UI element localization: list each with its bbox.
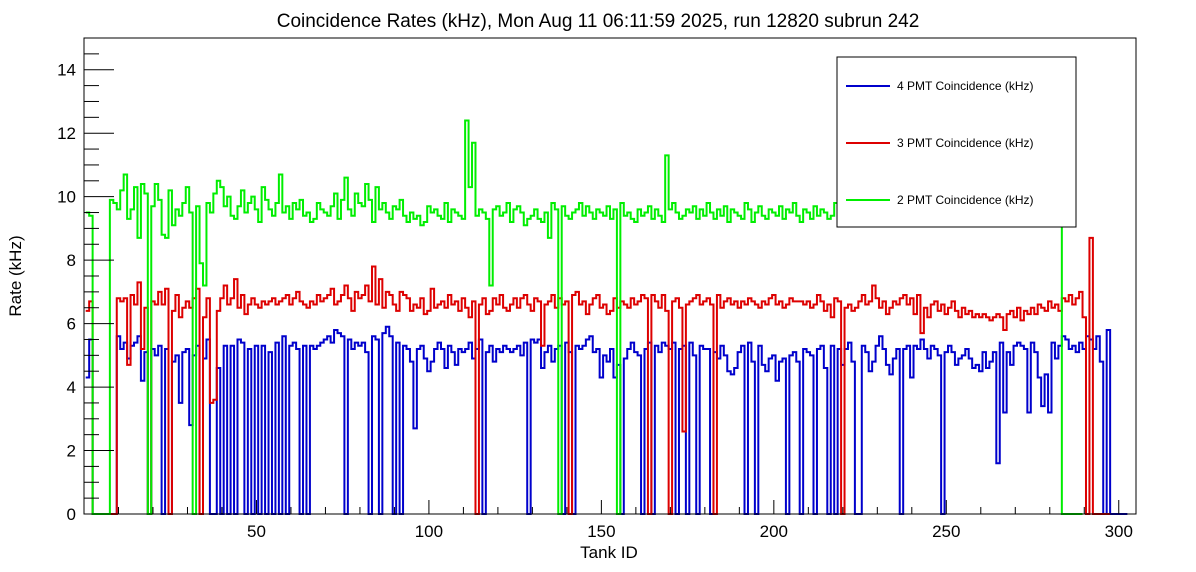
x-tick-label: 50 [247,522,266,541]
x-tick-label: 150 [587,522,615,541]
y-tick-label: 12 [57,124,76,143]
series-line-2 [85,236,1111,515]
legend: 4 PMT Coincidence (kHz) 3 PMT Coincidence… [836,56,1077,228]
y-tick-label: 0 [67,505,76,524]
x-tick-label: 100 [415,522,443,541]
y-tick-label: 14 [57,61,76,80]
y-axis-label: Rate (kHz) [6,235,25,316]
chart-title: Coincidence Rates (kHz), Mon Aug 11 06:1… [277,11,920,32]
y-tick-label: 6 [67,315,76,334]
x-tick-label: 300 [1105,522,1133,541]
x-axis-label: Tank ID [580,543,638,562]
series-line-1 [85,325,1128,515]
y-tick-label: 4 [67,378,76,397]
x-tick-label: 200 [760,522,788,541]
legend-label: 2 PMT Coincidence (kHz) [897,193,1034,207]
y-axis: 0 2 4 6 8 10 12 14 [57,37,114,524]
y-tick-label: 10 [57,188,76,207]
y-tick-label: 8 [67,251,76,270]
x-tick-label: 250 [932,522,960,541]
x-axis: 50 100 150 200 250 300 [117,500,1133,541]
y-tick-label: 2 [67,442,76,461]
legend-label: 4 PMT Coincidence (kHz) [897,79,1034,93]
legend-items: 4 PMT Coincidence (kHz) 3 PMT Coincidence… [846,79,1034,207]
legend-label: 3 PMT Coincidence (kHz) [897,136,1034,150]
